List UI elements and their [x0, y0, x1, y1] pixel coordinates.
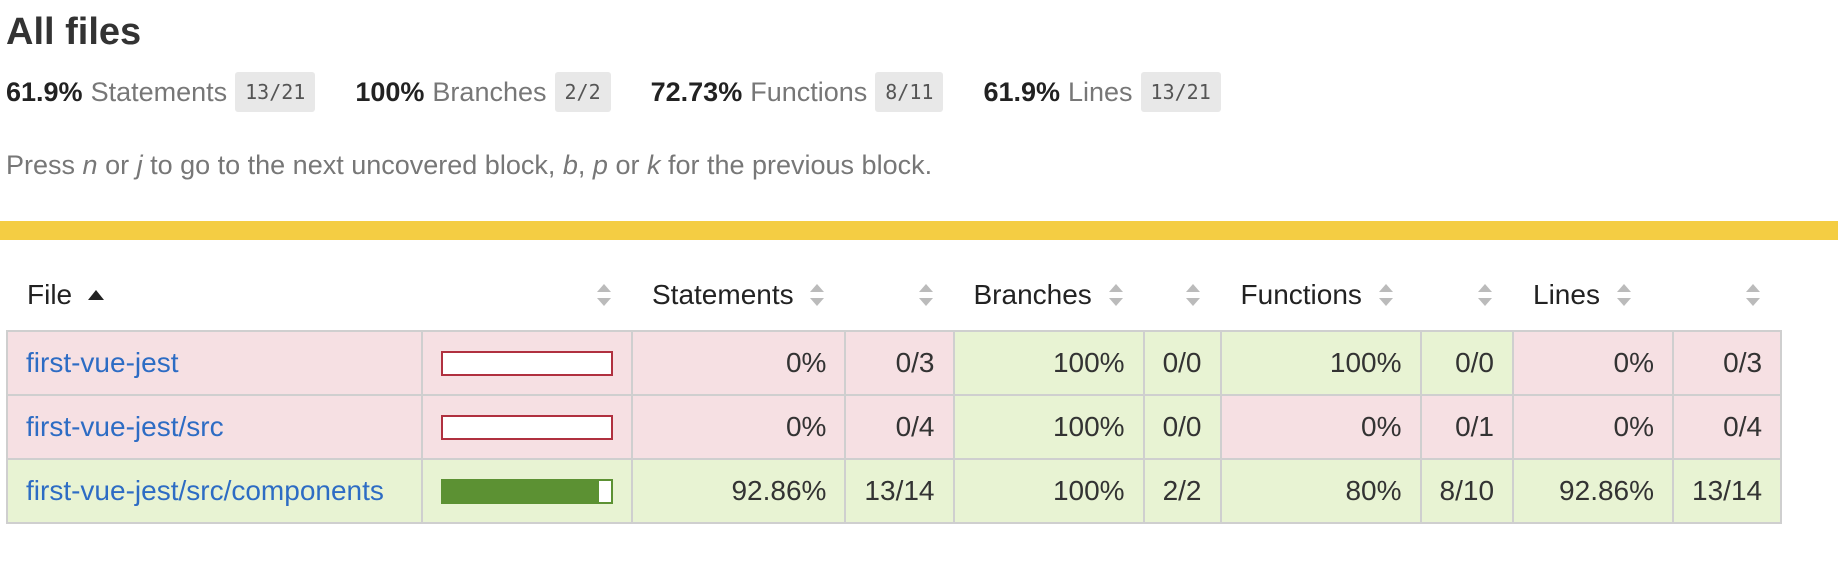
lines-fraction-cell: 0/3	[1672, 330, 1783, 396]
coverage-bar-cell	[421, 458, 633, 524]
file-cell: first-vue-jest/src	[6, 394, 423, 460]
summary-pct: 72.73%	[650, 76, 743, 107]
sort-icon	[1745, 283, 1761, 306]
coverage-bar	[441, 478, 613, 504]
summary-pct: 61.9%	[983, 76, 1060, 107]
coverage-table: File Statements	[6, 260, 1783, 524]
summary-branches: 100% Branches 2/2	[355, 72, 611, 112]
sort-icon	[918, 283, 934, 306]
summary-lines: 61.9% Lines 13/21	[983, 72, 1221, 112]
statements-pct-cell: 0%	[630, 330, 847, 396]
coverage-bar	[441, 350, 613, 376]
summary-statements: 61.9% Statements 13/21	[6, 72, 316, 112]
summary-label: Statements	[90, 76, 228, 107]
functions-fraction-cell: 0/1	[1419, 394, 1515, 460]
sort-ascending-icon	[87, 289, 104, 300]
column-header-functions[interactable]: Functions	[1220, 260, 1421, 331]
hint-text: to go to the next uncovered block,	[142, 150, 563, 180]
sort-icon	[1477, 283, 1493, 306]
header-label: Statements	[652, 279, 794, 310]
header-label: Functions	[1240, 279, 1362, 310]
column-header-branches[interactable]: Branches	[953, 260, 1144, 331]
sort-icon	[809, 283, 825, 306]
file-link[interactable]: first-vue-jest	[26, 347, 179, 378]
hint-text: or	[607, 150, 647, 180]
summary-functions: 72.73% Functions 8/11	[651, 72, 944, 112]
lines-pct-cell: 0%	[1512, 394, 1675, 460]
summary-fraction: 13/21	[1140, 72, 1221, 112]
table-header-row: File Statements	[7, 260, 1782, 331]
coverage-bar	[441, 414, 613, 440]
summary-label: Lines	[1068, 76, 1133, 107]
functions-fraction-cell: 8/10	[1419, 458, 1515, 524]
column-header-lines[interactable]: Lines	[1513, 260, 1674, 331]
hint-text: for the previous block.	[660, 150, 933, 180]
lines-pct-cell: 92.86%	[1512, 458, 1675, 524]
sort-icon	[1108, 283, 1124, 306]
branches-fraction-cell: 0/0	[1142, 330, 1222, 396]
statements-fraction-cell: 0/4	[844, 394, 955, 460]
file-link[interactable]: first-vue-jest/src	[26, 411, 224, 442]
coverage-bar-cell	[421, 330, 633, 396]
hint-key: k	[646, 150, 661, 180]
coverage-bar-fill	[443, 480, 599, 502]
header-label: File	[27, 279, 73, 310]
table-row: first-vue-jest/src/components 92.86% 13/1…	[6, 458, 1783, 524]
column-header-lines-frac[interactable]	[1673, 260, 1782, 331]
sort-icon	[1616, 283, 1632, 306]
column-header-statements[interactable]: Statements	[632, 260, 846, 331]
hint-text: Press	[6, 150, 83, 180]
table-row: first-vue-jest/src 0% 0/4 100% 0/0 0% 0/1 0% 0/…	[6, 394, 1783, 460]
hint-text: or	[97, 150, 137, 180]
statements-pct-cell: 0%	[630, 394, 847, 460]
file-cell: first-vue-jest/src/components	[6, 458, 423, 524]
branches-pct-cell: 100%	[952, 394, 1145, 460]
statements-fraction-cell: 13/14	[844, 458, 955, 524]
statements-pct-cell: 92.86%	[630, 458, 847, 524]
page-title: All files	[6, 11, 142, 53]
statements-fraction-cell: 0/3	[844, 330, 955, 396]
summary-label: Functions	[750, 76, 868, 107]
branches-fraction-cell: 0/0	[1142, 394, 1222, 460]
hint-key: p	[592, 150, 608, 180]
summary-label: Branches	[432, 76, 547, 107]
column-header-statements-frac[interactable]	[845, 260, 954, 331]
status-bar	[0, 221, 1838, 240]
coverage-bar-cell	[421, 394, 633, 460]
branches-fraction-cell: 2/2	[1142, 458, 1222, 524]
lines-fraction-cell: 0/4	[1672, 394, 1783, 460]
column-header-branches-frac[interactable]	[1143, 260, 1221, 331]
summary-fraction: 13/21	[235, 72, 316, 112]
header-label: Lines	[1533, 279, 1600, 310]
column-header-functions-frac[interactable]	[1420, 260, 1514, 331]
functions-fraction-cell: 0/0	[1419, 330, 1515, 396]
sort-icon	[1378, 283, 1394, 306]
file-link[interactable]: first-vue-jest/src/components	[26, 475, 384, 506]
header-label: Branches	[973, 279, 1092, 310]
functions-pct-cell: 0%	[1219, 394, 1422, 460]
lines-fraction-cell: 13/14	[1672, 458, 1783, 524]
summary-pct: 100%	[355, 76, 425, 107]
hint-key: b	[562, 150, 578, 180]
hint-key: n	[82, 150, 98, 180]
lines-pct-cell: 0%	[1512, 330, 1675, 396]
column-header-file[interactable]: File	[7, 260, 422, 331]
summary-pct: 61.9%	[6, 76, 83, 107]
keyboard-hint: Press n or j to go to the next uncovered…	[6, 150, 1838, 181]
sort-icon	[596, 283, 612, 306]
file-cell: first-vue-jest	[6, 330, 423, 396]
hint-text: ,	[577, 150, 593, 180]
column-header-file-bar[interactable]	[422, 260, 632, 331]
branches-pct-cell: 100%	[952, 330, 1145, 396]
hint-key: j	[136, 150, 143, 180]
summary-fraction: 2/2	[554, 72, 611, 112]
table-row: first-vue-jest 0% 0/3 100% 0/0 100% 0/0 0% 0/3	[6, 330, 1783, 396]
functions-pct-cell: 80%	[1219, 458, 1422, 524]
sort-icon	[1185, 283, 1201, 306]
branches-pct-cell: 100%	[952, 458, 1145, 524]
functions-pct-cell: 100%	[1219, 330, 1422, 396]
summary-fraction: 8/11	[875, 72, 944, 112]
coverage-summary: 61.9% Statements 13/21 100% Branches 2/2…	[6, 72, 1838, 112]
